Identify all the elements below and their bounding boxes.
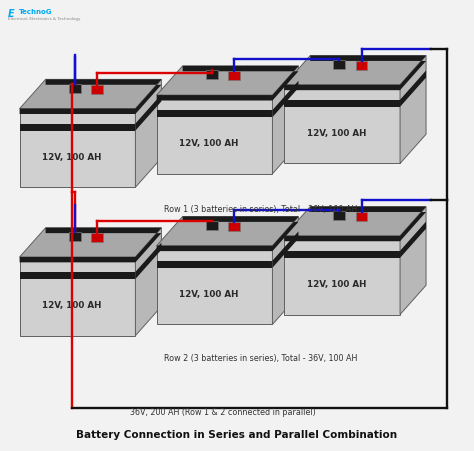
Polygon shape — [284, 85, 400, 163]
Polygon shape — [284, 207, 426, 241]
Polygon shape — [156, 66, 299, 101]
Polygon shape — [284, 236, 400, 314]
Polygon shape — [356, 61, 367, 70]
Polygon shape — [136, 228, 161, 336]
Polygon shape — [273, 231, 299, 268]
Polygon shape — [228, 71, 240, 80]
Text: Row 1 (3 batteries in series), Total - 36V, 100 AH: Row 1 (3 batteries in series), Total - 3… — [164, 205, 357, 214]
Polygon shape — [91, 233, 103, 242]
Text: 12V, 100 AH: 12V, 100 AH — [307, 280, 366, 289]
Polygon shape — [228, 222, 240, 231]
Polygon shape — [400, 221, 426, 258]
Polygon shape — [19, 79, 161, 114]
Polygon shape — [156, 66, 299, 95]
Polygon shape — [156, 95, 273, 174]
Polygon shape — [284, 207, 426, 236]
Text: 12V, 100 AH: 12V, 100 AH — [42, 301, 101, 310]
Polygon shape — [400, 207, 426, 314]
Polygon shape — [273, 216, 299, 324]
Polygon shape — [284, 100, 400, 107]
Polygon shape — [273, 66, 299, 174]
Text: 12V, 100 AH: 12V, 100 AH — [307, 129, 366, 138]
Polygon shape — [91, 85, 103, 94]
Polygon shape — [206, 70, 218, 79]
Polygon shape — [156, 246, 273, 324]
Polygon shape — [136, 79, 161, 187]
Text: 12V, 100 AH: 12V, 100 AH — [42, 153, 101, 162]
Polygon shape — [273, 81, 299, 117]
Polygon shape — [19, 228, 161, 262]
Text: 12V, 100 AH: 12V, 100 AH — [179, 290, 238, 299]
Polygon shape — [156, 110, 273, 117]
Polygon shape — [19, 124, 136, 131]
Text: 36V, 200 AH (Row 1 & 2 connected in parallel): 36V, 200 AH (Row 1 & 2 connected in para… — [130, 409, 316, 418]
Polygon shape — [19, 272, 136, 279]
Polygon shape — [333, 211, 345, 220]
Polygon shape — [19, 109, 136, 187]
Text: TechnoG: TechnoG — [18, 9, 52, 15]
Polygon shape — [284, 55, 426, 85]
Polygon shape — [69, 232, 81, 241]
Polygon shape — [19, 228, 161, 257]
Text: Electrical, Electronics & Technology: Electrical, Electronics & Technology — [8, 17, 80, 21]
Text: Row 2 (3 batteries in series), Total - 36V, 100 AH: Row 2 (3 batteries in series), Total - 3… — [164, 354, 357, 363]
Polygon shape — [284, 251, 400, 258]
Text: Battery Connection in Series and Parallel Combination: Battery Connection in Series and Paralle… — [76, 429, 398, 440]
Polygon shape — [136, 243, 161, 279]
Polygon shape — [206, 221, 218, 230]
Polygon shape — [333, 60, 345, 69]
Polygon shape — [69, 83, 81, 92]
Polygon shape — [284, 55, 426, 90]
Polygon shape — [156, 261, 273, 268]
Polygon shape — [400, 55, 426, 163]
Polygon shape — [19, 79, 161, 109]
Polygon shape — [156, 216, 299, 246]
Polygon shape — [136, 94, 161, 131]
Polygon shape — [156, 216, 299, 251]
Polygon shape — [400, 70, 426, 107]
Text: 12V, 100 AH: 12V, 100 AH — [179, 139, 238, 148]
Polygon shape — [19, 257, 136, 336]
Text: E: E — [8, 9, 14, 19]
Polygon shape — [356, 212, 367, 221]
